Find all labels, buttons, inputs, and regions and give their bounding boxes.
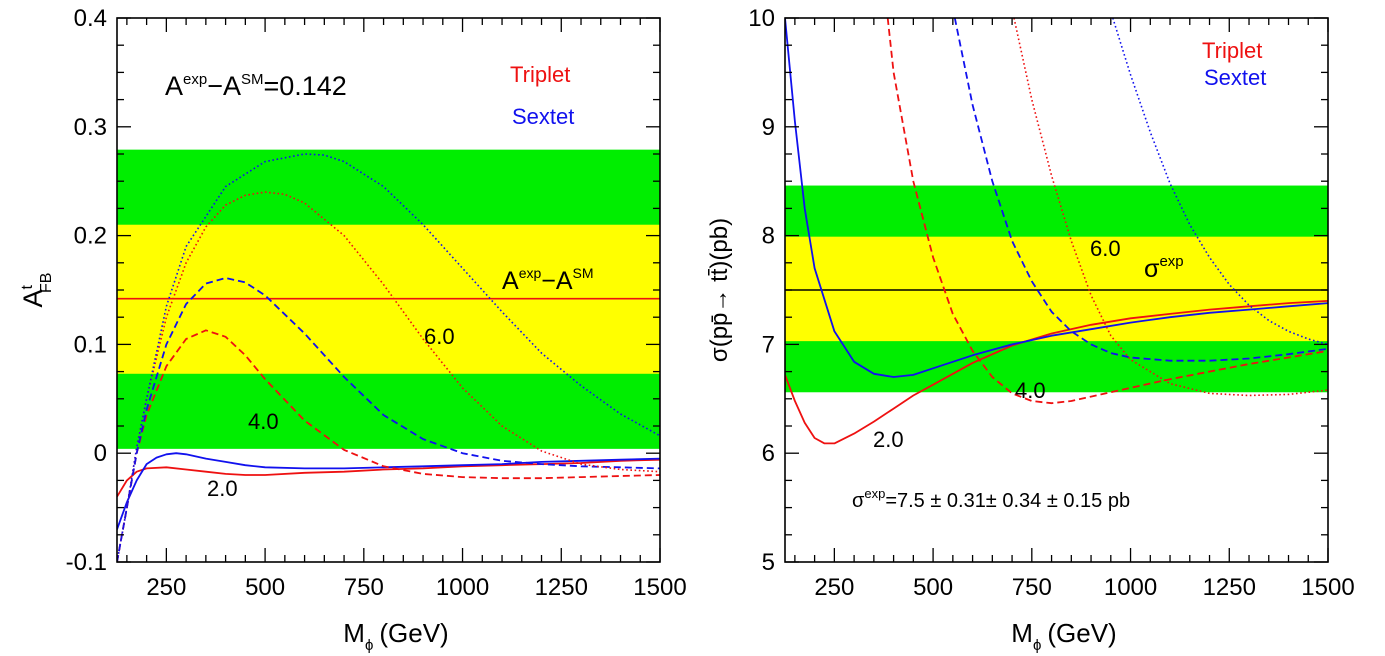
afb-series-sextet-4-0 [117, 277, 660, 562]
sigma-x-tick-label: 250 [814, 574, 854, 601]
sigma-series-sextet-6-0 [1112, 18, 1328, 346]
afb-series-sextet-2-0 [117, 452, 660, 530]
sigma-series [785, 18, 1328, 445]
afb-label-2: 2.0 [207, 476, 238, 501]
sigma-label-6: 6.0 [1090, 236, 1121, 261]
sigma-y-tick-label: 10 [748, 5, 775, 32]
sigma-bands [785, 185, 1328, 393]
sigma-x-tick-label: 1000 [1104, 574, 1157, 601]
sigma-y-tick-label: 9 [762, 114, 775, 141]
afb-x-tick-label: 750 [344, 574, 384, 601]
sigma-y-tick-label: 8 [762, 223, 775, 250]
sigma-legend-sextet: Sextet [1204, 65, 1266, 90]
afb-x-tick-label: 250 [146, 574, 186, 601]
sigma-label-4: 4.0 [1015, 378, 1046, 403]
afb-series [117, 153, 660, 562]
afb-x-axis-label: Mϕ (GeV) [343, 618, 448, 654]
sigma-label-2: 2.0 [873, 427, 904, 452]
afb-y-tick-label: 0.4 [74, 5, 107, 32]
afb-y-tick-label: 0.1 [74, 331, 107, 358]
afb-y-axis-label: At FB [18, 273, 55, 308]
afb-y-tick-label: 0 [94, 440, 107, 467]
afb-label-4: 4.0 [248, 409, 279, 434]
sigma-axes: 250 500 750 1000 1250 1500 5 6 7 8 9 10 [748, 5, 1354, 601]
afb-x-tick-label: 1500 [633, 574, 686, 601]
afb-y-tick-label: 0.2 [74, 223, 107, 250]
sigma-x-tick-label: 1250 [1203, 574, 1256, 601]
afb-reference-label: Aexp−ASM [502, 265, 594, 295]
afb-y-tick-label: 0.3 [74, 114, 107, 141]
sigma-x-tick-label: 500 [913, 574, 953, 601]
sigma-y-tick-label: 6 [762, 440, 775, 467]
afb-x-tick-label: 500 [245, 574, 285, 601]
afb-legend-triplet: Triplet [510, 62, 570, 87]
afb-axes: 250 500 750 1000 1250 1500 -0.1 0 0.1 0.2 0.3 0.4 [66, 5, 687, 601]
sigma-series-triplet-4-0 [886, 18, 1328, 405]
sigma-x-tick-label: 1500 [1301, 574, 1354, 601]
afb-series-sextet-6-0 [117, 153, 660, 562]
sigma-panel: 250 500 750 1000 1250 1500 5 6 7 8 9 10 Triplet Sex… [706, 5, 1355, 654]
afb-legend-sextet: Sextet [512, 104, 574, 129]
afb-series-triplet-4-0 [117, 329, 660, 562]
afb-y-tick-label: -0.1 [66, 549, 107, 576]
sigma-y-tick-label: 7 [762, 331, 775, 358]
afb-formula: Aexp−ASM=0.142 [165, 71, 347, 101]
afb-x-tick-label: 1250 [535, 574, 588, 601]
afb-label-6: 6.0 [424, 324, 455, 349]
afb-panel: 250 500 750 1000 1250 1500 -0.1 0 0.1 0.2 0.3 0.4 A… [18, 5, 687, 654]
sigma-band-yellow [785, 236, 1328, 342]
sigma-series-sextet-2-0 [785, 18, 1328, 378]
sigma-series-triplet-6-0 [1013, 18, 1328, 397]
afb-series-triplet-2-0 [117, 458, 660, 498]
svg-text:σ(pp̄→ tt̄)(pb): σ(pp̄→ tt̄)(pb) [706, 218, 733, 362]
sigma-x-tick-label: 750 [1012, 574, 1052, 601]
sigma-series-triplet-2-0 [785, 300, 1328, 445]
sigma-x-axis-label: Mϕ (GeV) [1011, 618, 1116, 654]
sigma-exp-label: σexp [1144, 253, 1184, 283]
sigma-y-tick-label: 5 [762, 549, 775, 576]
sigma-formula: σexp=7.5 ± 0.31± 0.34 ± 0.15 pb [852, 486, 1130, 512]
afb-x-tick-label: 1000 [436, 574, 489, 601]
sigma-legend-triplet: Triplet [1202, 38, 1262, 63]
sigma-y-axis-label: σ(pp̄→ tt̄)(pb) [706, 218, 733, 362]
sigma-series-sextet-4-0 [953, 18, 1328, 362]
